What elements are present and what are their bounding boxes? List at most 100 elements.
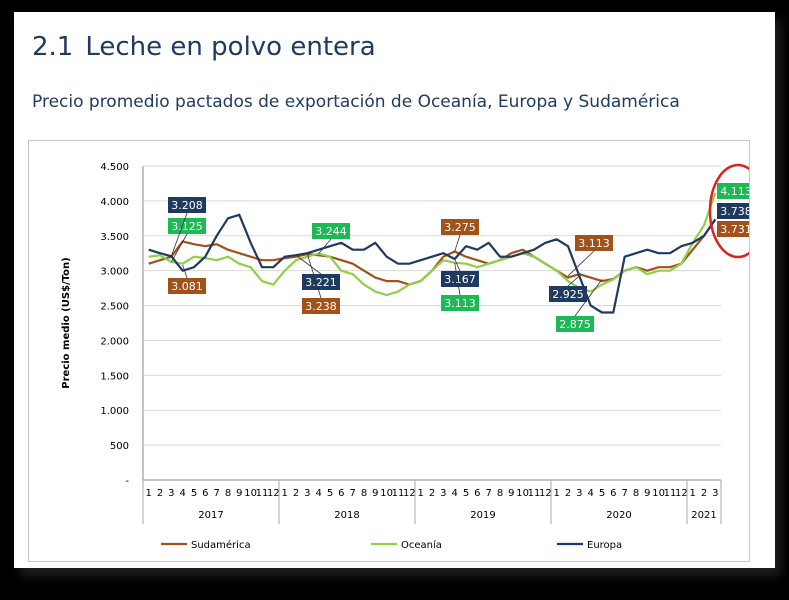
data-label: 3.208 bbox=[171, 199, 203, 212]
data-label: 2.925 bbox=[552, 288, 584, 301]
leader-line bbox=[574, 279, 603, 317]
x-year-label: 2019 bbox=[470, 510, 495, 521]
x-tick-label: 1 bbox=[553, 488, 559, 499]
y-tick-label: 4.500 bbox=[100, 162, 129, 173]
data-label-box bbox=[575, 235, 613, 251]
data-label-box bbox=[168, 278, 206, 294]
data-label-box bbox=[441, 295, 479, 311]
x-tick-label: 8 bbox=[361, 488, 367, 499]
legend-label: Europa bbox=[587, 540, 622, 551]
data-label-box bbox=[302, 274, 340, 290]
x-year-label: 2018 bbox=[334, 510, 359, 521]
section-title: Leche en polvo entera bbox=[85, 32, 376, 62]
y-tick-label: 1.000 bbox=[100, 406, 129, 417]
y-tick-label: 4.000 bbox=[100, 197, 129, 208]
data-label: 4.113 bbox=[720, 185, 749, 198]
data-label: 3.081 bbox=[171, 280, 203, 293]
x-tick-label: 12 bbox=[403, 488, 416, 499]
x-tick-label: 4 bbox=[179, 488, 185, 499]
data-label-box bbox=[168, 197, 206, 213]
leader-line bbox=[170, 212, 188, 257]
data-label-box bbox=[441, 219, 479, 235]
x-tick-label: 6 bbox=[202, 488, 208, 499]
chart-frame: - 500 1.000 1.500 2.000 2.500 3.000 3.500 4.000 4… bbox=[28, 140, 750, 562]
x-tick-label: 12 bbox=[267, 488, 280, 499]
x-tick-label: 8 bbox=[497, 488, 503, 499]
series-line-europa bbox=[148, 213, 717, 314]
x-tick-label: 7 bbox=[213, 488, 219, 499]
legend-label: Oceanía bbox=[401, 539, 442, 551]
data-label: 3.167 bbox=[444, 273, 476, 286]
x-tick-label: 3 bbox=[712, 488, 718, 499]
leader-line bbox=[170, 233, 188, 263]
x-tick-label: 10 bbox=[652, 488, 665, 499]
data-label: 3.238 bbox=[305, 300, 337, 313]
x-year-label: 2017 bbox=[198, 510, 223, 521]
data-label: 3.738 bbox=[720, 205, 749, 218]
leader-line bbox=[295, 254, 322, 275]
data-label: 3.113 bbox=[578, 237, 610, 250]
x-tick-label: 12 bbox=[675, 488, 688, 499]
x-tick-label: 3 bbox=[576, 488, 582, 499]
y-tick-label: 3.500 bbox=[100, 232, 129, 243]
data-label: 3.113 bbox=[444, 297, 476, 310]
leader-line bbox=[567, 275, 580, 287]
x-tick-label: 1 bbox=[417, 488, 423, 499]
x-tick-label: 2 bbox=[157, 488, 163, 499]
leader-line bbox=[182, 264, 188, 279]
section-heading: 2.1 Leche en polvo entera bbox=[32, 32, 376, 62]
x-tick-label: 3 bbox=[304, 488, 310, 499]
x-tick-label: 12 bbox=[539, 488, 552, 499]
x-tick-label: 4 bbox=[315, 488, 321, 499]
section-number: 2.1 bbox=[32, 32, 74, 62]
x-year-label: 2020 bbox=[606, 510, 631, 521]
data-label-box bbox=[717, 221, 749, 237]
x-tick-label: 7 bbox=[621, 488, 627, 499]
series-line-oceania bbox=[148, 192, 717, 297]
x-tick-label: 11 bbox=[664, 488, 677, 499]
x-tick-label: 4 bbox=[587, 488, 593, 499]
x-tick-label: 1 bbox=[281, 488, 287, 499]
data-label-box bbox=[312, 223, 350, 239]
leader-line bbox=[454, 262, 461, 296]
data-label: 3.125 bbox=[171, 220, 203, 233]
x-tick-label: 3 bbox=[440, 488, 446, 499]
leader-line bbox=[454, 234, 461, 252]
series-line-sudamerica bbox=[148, 219, 717, 286]
x-tick-label: 11 bbox=[256, 488, 269, 499]
y-tick-label: 2.000 bbox=[100, 336, 129, 347]
data-label: 3.221 bbox=[305, 276, 337, 289]
x-tick-label: 2 bbox=[701, 488, 707, 499]
x-tick-label: 10 bbox=[380, 488, 393, 499]
y-tick-label: 3.000 bbox=[100, 267, 129, 278]
data-label-box bbox=[549, 286, 587, 302]
data-label: 3.244 bbox=[315, 225, 347, 238]
leader-line bbox=[306, 253, 322, 299]
x-tick-label: 5 bbox=[463, 488, 469, 499]
x-tick-label: 2 bbox=[293, 488, 299, 499]
x-tick-label: 1 bbox=[145, 488, 151, 499]
slide: 2.1 Leche en polvo entera Precio promedio… bbox=[14, 12, 775, 568]
data-label: 3.275 bbox=[444, 221, 476, 234]
x-tick-label: 10 bbox=[516, 488, 529, 499]
x-tick-label: 2 bbox=[429, 488, 435, 499]
x-year-label: 2021 bbox=[691, 510, 716, 521]
x-tick-label: 9 bbox=[236, 488, 242, 499]
y-tick-label: 500 bbox=[110, 441, 129, 452]
y-tick-label: 1.500 bbox=[100, 371, 129, 382]
leader-line bbox=[454, 258, 461, 272]
data-label-box bbox=[302, 298, 340, 314]
chart-subtitle: Precio promedio pactados de exportación … bbox=[32, 92, 680, 112]
x-tick-label: 8 bbox=[225, 488, 231, 499]
x-tick-label: 6 bbox=[474, 488, 480, 499]
data-label: 2.875 bbox=[559, 318, 591, 331]
x-tick-label: 7 bbox=[349, 488, 355, 499]
x-tick-label: 5 bbox=[327, 488, 333, 499]
data-label-box bbox=[556, 316, 594, 332]
x-tick-label: 6 bbox=[338, 488, 344, 499]
y-tick-label: - bbox=[125, 476, 129, 487]
data-label-box bbox=[717, 203, 749, 219]
x-tick-label: 7 bbox=[485, 488, 491, 499]
x-tick-label: 2 bbox=[565, 488, 571, 499]
x-tick-label: 5 bbox=[599, 488, 605, 499]
